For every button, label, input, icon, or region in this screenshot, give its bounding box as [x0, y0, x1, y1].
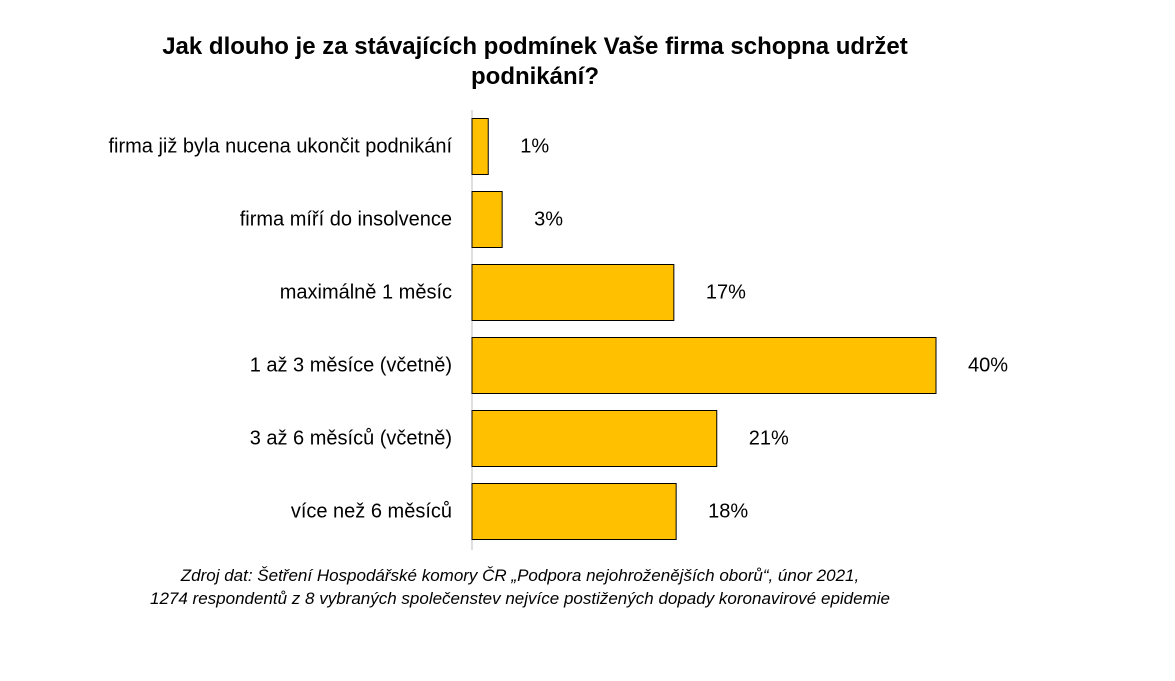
value-label: 1%	[520, 136, 549, 158]
chart-title-line-1: Jak dlouho je za stávajících podmínek Va…	[162, 33, 908, 60]
chart-title-line-2: podnikání?	[471, 63, 599, 90]
category-label: více než 6 měsíců	[291, 501, 452, 523]
source-note-line-1: Zdroj dat: Šetření Hospodářské komory ČR…	[180, 566, 860, 585]
bar	[471, 410, 718, 467]
chart-title: Jak dlouho je za stávajících podmínek Va…	[0, 32, 1070, 92]
value-label: 21%	[749, 428, 789, 450]
category-label: 1 až 3 měsíce (včetně)	[250, 355, 452, 377]
value-label: 3%	[534, 209, 563, 231]
bar	[471, 191, 503, 248]
bars-layer: firma již byla nucena ukončit podnikání 1…	[108, 118, 1008, 540]
bar	[471, 337, 937, 394]
value-label: 40%	[968, 355, 1008, 377]
value-label: 18%	[708, 501, 748, 523]
category-label: firma již byla nucena ukončit podnikání	[108, 136, 452, 158]
value-label: 17%	[706, 282, 746, 304]
source-note-line-2: 1274 respondentů z 8 vybraných společens…	[150, 589, 890, 608]
category-label: firma míří do insolvence	[240, 209, 452, 231]
source-note: Zdroj dat: Šetření Hospodářské komory ČR…	[0, 564, 1040, 610]
category-label: 3 až 6 měsíců (včetně)	[250, 428, 452, 450]
bar	[471, 483, 677, 540]
bar	[471, 118, 489, 175]
category-label: maximálně 1 měsíc	[280, 282, 452, 304]
bar	[471, 264, 675, 321]
